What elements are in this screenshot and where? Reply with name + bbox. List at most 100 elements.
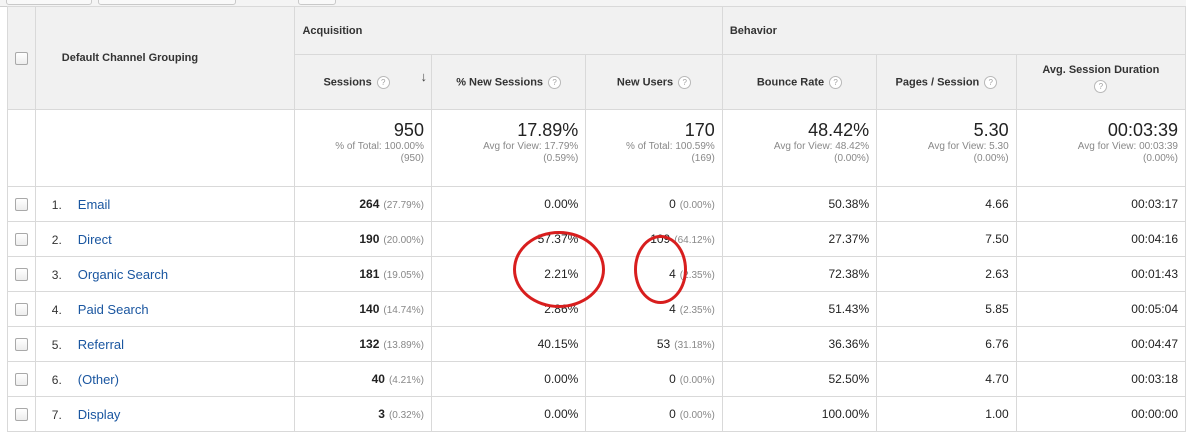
new-sessions-header-label: % New Sessions xyxy=(456,75,544,88)
sessions-value: 264 xyxy=(359,197,380,211)
row-index: 4. xyxy=(51,302,62,317)
bounce-rate-header-label: Bounce Rate xyxy=(756,75,825,88)
table-row: 6. (Other) 40 (4.21%) 0.00% 0 (0.00%) 52.50… xyxy=(7,361,1186,397)
new-users-value: 109 xyxy=(650,232,671,246)
avg-session-duration-header[interactable]: Avg. Session Duration ? xyxy=(1015,54,1186,110)
channel-link[interactable]: Referral xyxy=(77,336,125,352)
new-sessions-header[interactable]: % New Sessions? xyxy=(430,54,587,110)
row-checkbox[interactable] xyxy=(14,268,28,282)
new-users-value: 4 xyxy=(669,267,676,281)
table-row: 1. Email 264 (27.79%) 0.00% 0 (0.00%) 50.38… xyxy=(7,186,1186,222)
help-icon[interactable]: ? xyxy=(829,75,843,89)
total-new-sessions: 17.89% Avg for View: 17.79% (0.59%) xyxy=(430,109,587,187)
sessions-value: 140 xyxy=(359,302,380,316)
channel-cell: 5. Referral xyxy=(34,326,296,362)
help-icon[interactable]: ? xyxy=(376,75,390,89)
table-row: 2. Direct 190 (20.00%) 57.37% 109 (64.12%) … xyxy=(7,221,1186,257)
toolbar-button-partial[interactable] xyxy=(298,0,336,5)
row-checkbox[interactable] xyxy=(14,233,28,247)
pages-per-session-header[interactable]: Pages / Session? xyxy=(876,54,1017,110)
help-icon[interactable]: ? xyxy=(548,75,562,89)
sessions-percent: (0.32%) xyxy=(388,410,424,421)
new-sessions-cell: 40.15% xyxy=(430,326,587,362)
new-users-percent: (2.35%) xyxy=(679,270,715,281)
avg-session-duration-cell: 00:00:00 xyxy=(1015,396,1186,432)
total-sub: (0.00%) xyxy=(1142,153,1178,164)
total-sub: % of Total: 100.59% xyxy=(626,141,715,152)
bounce-rate-cell: 51.43% xyxy=(721,291,878,327)
sessions-value: 3 xyxy=(378,407,385,421)
row-checkbox[interactable] xyxy=(14,198,28,212)
avg-session-duration-cell: 00:04:47 xyxy=(1015,326,1186,362)
table-row: 7. Display 3 (0.32%) 0.00% 0 (0.00%) 100.00… xyxy=(7,396,1186,432)
dimension-header[interactable]: Default Channel Grouping xyxy=(34,6,296,110)
new-users-cell: 109 (64.12%) xyxy=(585,221,723,257)
bounce-rate-cell: 27.37% xyxy=(721,221,878,257)
behavior-group-header: Behavior xyxy=(721,6,1186,55)
toolbar-button-partial[interactable] xyxy=(6,0,92,5)
select-all-checkbox[interactable] xyxy=(14,52,28,66)
sessions-percent: (4.21%) xyxy=(388,375,424,386)
row-checkbox[interactable] xyxy=(14,338,28,352)
new-users-header-label: New Users xyxy=(616,75,674,88)
avg-session-duration-cell: 00:01:43 xyxy=(1015,256,1186,292)
channel-link[interactable]: Organic Search xyxy=(77,266,169,282)
bounce-rate-cell: 52.50% xyxy=(721,361,878,397)
help-icon[interactable]: ? xyxy=(984,75,998,89)
sessions-value: 181 xyxy=(359,267,380,281)
channel-report-table: Default Channel Grouping Acquisition Beh… xyxy=(7,6,1186,432)
bounce-rate-cell: 100.00% xyxy=(721,396,878,432)
sort-descending-icon[interactable]: ↓ xyxy=(420,69,427,84)
new-sessions-cell: 2.86% xyxy=(430,291,587,327)
new-users-cell: 4 (2.35%) xyxy=(585,256,723,292)
channel-link[interactable]: Email xyxy=(77,196,111,212)
row-checkbox-cell xyxy=(7,326,36,362)
row-checkbox[interactable] xyxy=(14,303,28,317)
avg-session-duration-cell: 00:03:18 xyxy=(1015,361,1186,397)
total-bounce-rate: 48.42% Avg for View: 48.42% (0.00%) xyxy=(721,109,878,187)
table-row: 4. Paid Search 140 (14.74%) 2.86% 4 (2.35%)… xyxy=(7,291,1186,327)
total-value: 48.42% xyxy=(808,120,870,140)
sessions-value: 190 xyxy=(359,232,380,246)
sessions-cell: 190 (20.00%) xyxy=(294,221,432,257)
new-users-cell: 0 (0.00%) xyxy=(585,186,723,222)
row-checkbox[interactable] xyxy=(14,373,28,387)
channel-cell: 6. (Other) xyxy=(34,361,296,397)
toolbar-button-partial[interactable] xyxy=(98,0,236,5)
new-users-header[interactable]: New Users? xyxy=(585,54,723,110)
sessions-cell: 264 (27.79%) xyxy=(294,186,432,222)
sessions-cell: 132 (13.89%) xyxy=(294,326,432,362)
new-users-value: 0 xyxy=(669,407,676,421)
channel-link[interactable]: Display xyxy=(77,406,121,422)
total-avg-session-duration: 00:03:39 Avg for View: 00:03:39 (0.00%) xyxy=(1015,109,1186,187)
channel-link[interactable]: Direct xyxy=(77,231,112,247)
total-sub: Avg for View: 48.42% xyxy=(773,141,870,152)
help-icon[interactable]: ? xyxy=(1094,80,1108,93)
avg-session-duration-cell: 00:05:04 xyxy=(1015,291,1186,327)
sessions-value: 40 xyxy=(371,372,385,386)
row-checkbox-cell xyxy=(7,291,36,327)
new-users-value: 53 xyxy=(656,337,671,351)
new-users-cell: 0 (0.00%) xyxy=(585,396,723,432)
channel-link[interactable]: (Other) xyxy=(77,371,119,387)
sessions-header[interactable]: Sessions? ↓ xyxy=(294,54,432,110)
channel-cell: 4. Paid Search xyxy=(34,291,296,327)
bounce-rate-cell: 50.38% xyxy=(721,186,878,222)
pages-per-session-cell: 5.85 xyxy=(876,291,1017,327)
total-value: 00:03:39 xyxy=(1107,120,1178,140)
help-icon[interactable]: ? xyxy=(678,75,692,89)
new-users-percent: (0.00%) xyxy=(679,375,715,386)
total-pages-per-session: 5.30 Avg for View: 5.30 (0.00%) xyxy=(876,109,1017,187)
row-checkbox[interactable] xyxy=(14,408,28,422)
select-all-cell xyxy=(7,6,36,110)
pages-per-session-cell: 7.50 xyxy=(876,221,1017,257)
row-index: 1. xyxy=(51,197,62,212)
channel-link[interactable]: Paid Search xyxy=(77,301,149,317)
row-checkbox-cell xyxy=(7,186,36,222)
total-sub: (950) xyxy=(400,153,424,164)
channel-cell: 7. Display xyxy=(34,396,296,432)
bounce-rate-header[interactable]: Bounce Rate? xyxy=(721,54,878,110)
channel-cell: 1. Email xyxy=(34,186,296,222)
new-users-percent: (64.12%) xyxy=(674,235,715,246)
totals-row: 950 % of Total: 100.00% (950) 17.89% Avg… xyxy=(7,109,1186,187)
